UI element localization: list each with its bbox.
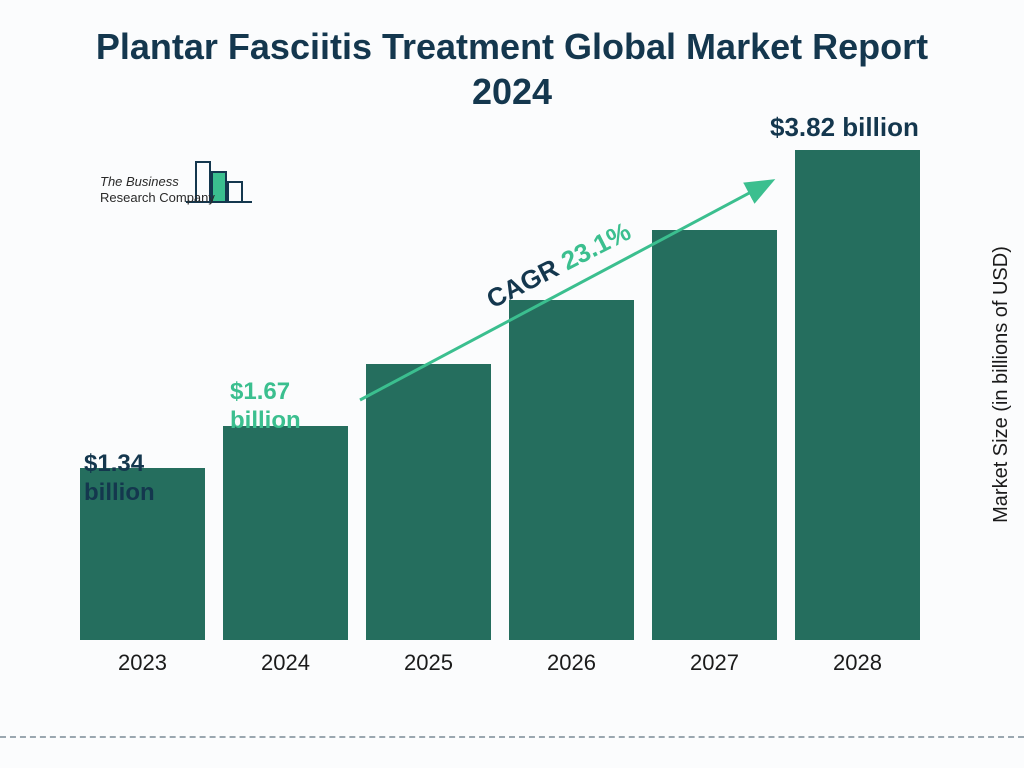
value-label: $3.82 billion [770, 112, 919, 143]
bar [509, 300, 634, 640]
value-label: $1.67billion [230, 378, 301, 436]
y-axis-label-text: Market Size (in billions of USD) [990, 246, 1013, 523]
bar-slot: 2025 [366, 150, 491, 640]
x-axis-label: 2026 [509, 650, 634, 676]
bar-chart: 202320242025202620272028 $1.34billion$1.… [80, 150, 920, 680]
bar [795, 150, 920, 640]
x-axis-label: 2025 [366, 650, 491, 676]
bar [652, 230, 777, 640]
x-axis-label: 2024 [223, 650, 348, 676]
bar-slot: 2023 [80, 150, 205, 640]
bar [366, 364, 491, 640]
page-title: Plantar Fasciitis Treatment Global Marke… [0, 24, 1024, 114]
x-axis-label: 2027 [652, 650, 777, 676]
y-axis-label: Market Size (in billions of USD) [986, 0, 1016, 768]
bar-slot: 2027 [652, 150, 777, 640]
x-axis-label: 2023 [80, 650, 205, 676]
bar [223, 426, 348, 640]
bars-container: 202320242025202620272028 [80, 150, 920, 640]
footer-divider [0, 736, 1024, 738]
bar-slot: 2028 [795, 150, 920, 640]
x-axis-label: 2028 [795, 650, 920, 676]
bar-slot: 2026 [509, 150, 634, 640]
value-label: $1.34billion [84, 450, 155, 508]
